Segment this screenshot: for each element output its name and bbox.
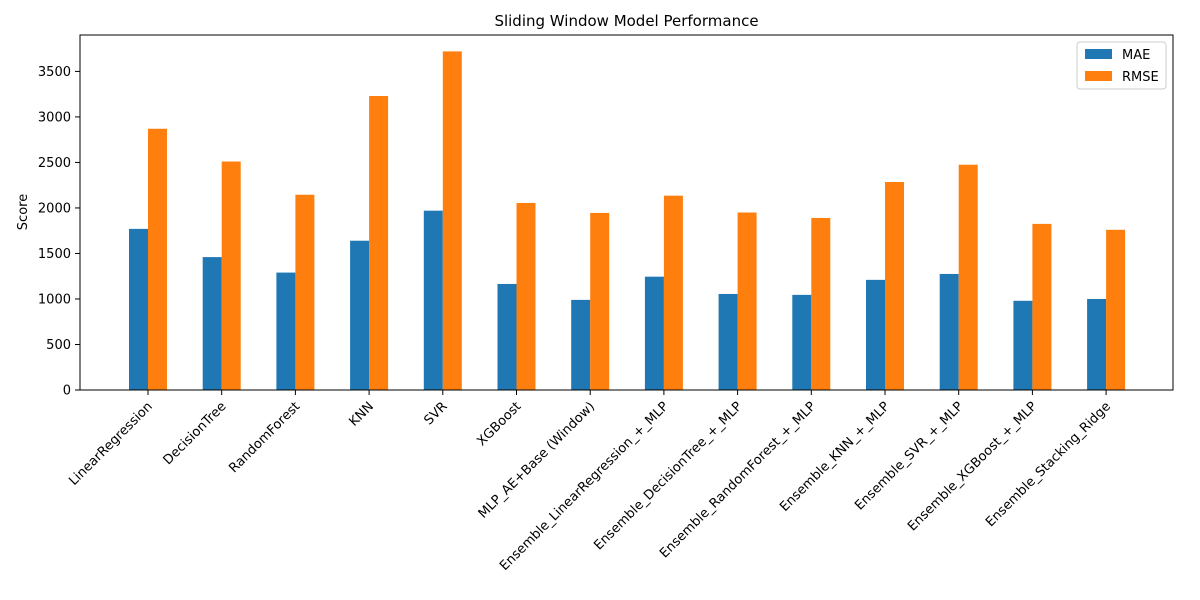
plot-frame: [79, 34, 1174, 391]
y-axis: 0 500 1000 1500 2000 2500 3000 3500: [38, 65, 80, 399]
chart-title: Sliding Window Model Performance: [494, 12, 758, 30]
x-tick-label: Ensemble_XGBoost_+_MLP: [905, 399, 1040, 534]
x-tick-label: SVR: [422, 399, 451, 428]
legend-label-mae: MAE: [1122, 48, 1150, 63]
x-tick-label: DecisionTree: [161, 399, 230, 468]
y-tick-label: 0: [63, 384, 71, 399]
bar-mae-9: [792, 294, 812, 390]
x-tick-label: XGBoost: [474, 399, 524, 449]
y-tick-label: 1000: [38, 292, 71, 307]
bar-mae-6: [571, 299, 591, 390]
legend: MAE RMSE: [1076, 41, 1167, 90]
bar-mae-13: [1087, 298, 1107, 390]
bar-rmse-4: [442, 51, 462, 391]
y-tick-label: 2000: [38, 201, 71, 216]
bar-rmse-11: [958, 164, 978, 390]
bar-mae-7: [644, 276, 664, 390]
x-tick-label: Ensemble_DecisionTree_+_MLP: [591, 399, 745, 553]
bar-mae-4: [423, 210, 443, 390]
bar-mae-5: [497, 283, 517, 390]
x-tick-label: KNN: [347, 399, 377, 429]
bar-mae-8: [718, 293, 738, 390]
x-tick-label: Ensemble_RandomForest_+_MLP: [657, 399, 819, 561]
bar-mae-11: [939, 273, 959, 390]
bar-mae-0: [129, 228, 148, 390]
legend-swatch-rmse: [1085, 71, 1112, 81]
bar-rmse-7: [663, 195, 683, 390]
y-axis-label: Score: [16, 194, 31, 230]
bar-rmse-3: [369, 95, 389, 390]
bar-rmse-10: [885, 182, 904, 390]
x-axis: LinearRegression DecisionTreeRandomForest…: [66, 390, 1114, 574]
x-tick-label: RandomForest: [226, 399, 303, 476]
bar-mae-1: [202, 257, 222, 390]
bar-mae-10: [866, 279, 885, 390]
bar-mae-2: [276, 272, 296, 390]
y-tick-label: 3000: [38, 110, 71, 125]
y-tick-label: 3500: [38, 65, 71, 80]
y-tick-label: 2500: [38, 156, 71, 171]
bar-rmse-5: [516, 202, 536, 390]
x-tick-label: LinearRegression: [66, 399, 155, 488]
y-tick-label: 1500: [38, 247, 71, 262]
bar-rmse-0: [148, 128, 167, 390]
legend-swatch-mae: [1085, 49, 1112, 59]
bar-mae-3: [350, 240, 370, 390]
bar-rmse-9: [811, 217, 831, 390]
x-tick-label: Ensemble_LinearRegression_+_MLP: [497, 399, 672, 574]
bars-group: [129, 51, 1126, 391]
bar-rmse-8: [737, 212, 757, 390]
bar-rmse-6: [590, 212, 610, 390]
x-tick-label: Ensemble_Stacking_Ridge: [983, 399, 1114, 530]
bar-rmse-2: [295, 194, 315, 390]
bar-rmse-1: [221, 161, 241, 390]
bar-rmse-13: [1106, 229, 1126, 390]
legend-label-rmse: RMSE: [1122, 70, 1159, 85]
bar-rmse-12: [1032, 223, 1052, 390]
bar-mae-12: [1013, 300, 1033, 390]
y-tick-label: 500: [46, 338, 71, 353]
